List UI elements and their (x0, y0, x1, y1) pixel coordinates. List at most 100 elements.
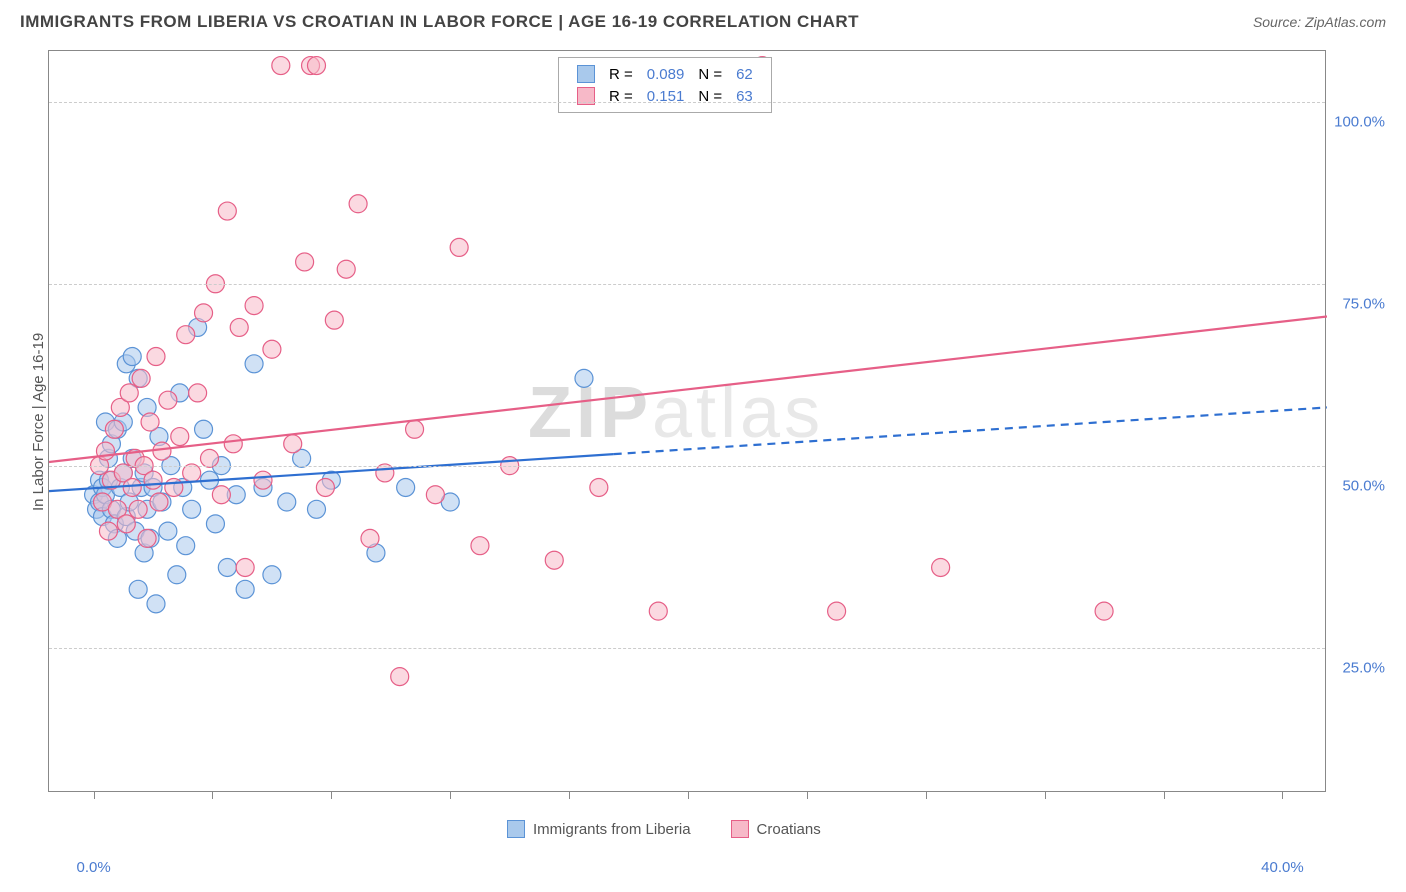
scatter-point (263, 566, 281, 584)
scatter-point (391, 668, 409, 686)
scatter-point (123, 478, 141, 496)
scatter-point (147, 595, 165, 613)
scatter-point (206, 515, 224, 533)
scatter-point (307, 500, 325, 518)
grid-line (49, 284, 1325, 285)
x-tick (331, 791, 332, 799)
scatter-point (263, 340, 281, 358)
x-tick (212, 791, 213, 799)
scatter-point (278, 493, 296, 511)
grid-line (49, 648, 1325, 649)
legend-swatch-cell (571, 86, 601, 106)
scatter-point (171, 428, 189, 446)
scatter-point (1095, 602, 1113, 620)
scatter-point (195, 420, 213, 438)
header: IMMIGRANTS FROM LIBERIA VS CROATIAN IN L… (0, 0, 1406, 40)
scatter-point (245, 355, 263, 373)
scatter-point (450, 238, 468, 256)
scatter-point (236, 558, 254, 576)
scatter-point (828, 602, 846, 620)
r-label: R = (603, 86, 639, 106)
scatter-point (230, 318, 248, 336)
legend-swatch-cell (571, 64, 601, 84)
grid-line (49, 102, 1325, 103)
scatter-point (168, 566, 186, 584)
scatter-svg (49, 51, 1327, 793)
r-label: R = (603, 64, 639, 84)
scatter-point (325, 311, 343, 329)
scatter-point (189, 384, 207, 402)
x-tick (1045, 791, 1046, 799)
y-tick-label: 50.0% (1342, 477, 1385, 494)
scatter-point (177, 326, 195, 344)
scatter-point (426, 486, 444, 504)
scatter-point (165, 478, 183, 496)
scatter-point (195, 304, 213, 322)
correlation-legend: R = 0.089 N = 62 R = 0.151 N = 63 (558, 57, 772, 113)
scatter-point (349, 195, 367, 213)
plot-area: ZIPatlas R = 0.089 N = 62 R = 0.151 N = … (48, 50, 1326, 792)
scatter-point (177, 537, 195, 555)
scatter-point (147, 348, 165, 366)
scatter-point (212, 486, 230, 504)
scatter-point (406, 420, 424, 438)
scatter-point (138, 529, 156, 547)
scatter-point (120, 384, 138, 402)
legend-swatch-liberia (507, 820, 525, 838)
grid-line (49, 466, 1325, 467)
scatter-point (296, 253, 314, 271)
scatter-point (129, 500, 147, 518)
scatter-point (236, 580, 254, 598)
scatter-point (272, 57, 290, 75)
scatter-point (159, 391, 177, 409)
scatter-point (153, 442, 171, 460)
n-label: N = (692, 64, 728, 84)
legend-label-2: Croatians (757, 821, 821, 838)
x-tick (1164, 791, 1165, 799)
legend-swatch-1 (577, 65, 595, 83)
x-tick (94, 791, 95, 799)
trend-line (49, 317, 1327, 462)
scatter-point (132, 369, 150, 387)
trend-line-dashed (614, 407, 1327, 454)
scatter-point (316, 478, 334, 496)
legend-item-2: Croatians (731, 820, 821, 838)
scatter-point (159, 522, 177, 540)
scatter-point (150, 493, 168, 511)
scatter-point (361, 529, 379, 547)
scatter-point (245, 297, 263, 315)
y-axis-label: In Labor Force | Age 16-19 (30, 333, 47, 511)
scatter-point (218, 558, 236, 576)
scatter-point (129, 580, 147, 598)
scatter-point (932, 558, 950, 576)
correlation-row-1: R = 0.089 N = 62 (571, 64, 759, 84)
x-tick (450, 791, 451, 799)
scatter-point (471, 537, 489, 555)
legend-item-1: Immigrants from Liberia (507, 820, 691, 838)
scatter-point (337, 260, 355, 278)
scatter-point (123, 348, 141, 366)
x-tick (926, 791, 927, 799)
x-tick (807, 791, 808, 799)
x-tick-label: 0.0% (76, 859, 110, 876)
r-value-2: 0.151 (641, 86, 691, 106)
scatter-point (224, 435, 242, 453)
scatter-point (144, 471, 162, 489)
scatter-point (141, 413, 159, 431)
source-attribution: Source: ZipAtlas.com (1253, 14, 1386, 30)
chart-title: IMMIGRANTS FROM LIBERIA VS CROATIAN IN L… (20, 12, 859, 32)
scatter-point (254, 471, 272, 489)
scatter-point (575, 369, 593, 387)
x-tick (688, 791, 689, 799)
x-tick-label: 40.0% (1261, 859, 1304, 876)
scatter-point (117, 515, 135, 533)
scatter-point (649, 602, 667, 620)
n-label: N = (692, 86, 728, 106)
y-tick-label: 100.0% (1334, 113, 1385, 130)
scatter-point (284, 435, 302, 453)
series-legend: Immigrants from Liberia Croatians (507, 820, 821, 838)
y-tick-label: 25.0% (1342, 659, 1385, 676)
legend-swatch-croatians (731, 820, 749, 838)
scatter-point (99, 522, 117, 540)
scatter-point (307, 57, 325, 75)
